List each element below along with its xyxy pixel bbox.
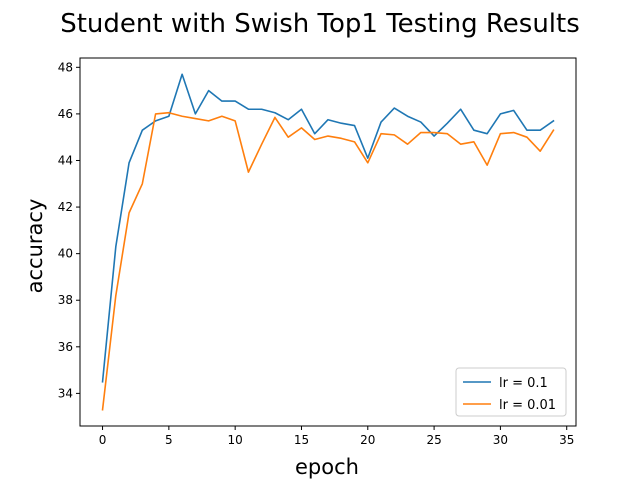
chart-title: Student with Swish Top1 Testing Results xyxy=(60,9,580,39)
legend-label-2: lr = 0.01 xyxy=(499,398,556,413)
y-tick-label-46: 46 xyxy=(58,107,73,121)
x-axis-label: epoch xyxy=(295,455,359,479)
plot-area: 0 5 10 15 20 25 30 35 34 36 38 40 42 44 46 48 lr = 0.1 lr… xyxy=(58,57,577,447)
x-tick-label-30: 30 xyxy=(493,433,508,447)
x-tick-label-0: 0 xyxy=(99,433,107,447)
x-tick-label-20: 20 xyxy=(360,433,375,447)
x-tick-label-35: 35 xyxy=(559,433,574,447)
y-tick-label-48: 48 xyxy=(58,60,73,74)
x-tick-label-5: 5 xyxy=(165,433,173,447)
y-tick-label-34: 34 xyxy=(58,386,73,400)
x-tick-label-10: 10 xyxy=(228,433,243,447)
y-tick-label-36: 36 xyxy=(58,340,73,354)
y-tick-label-40: 40 xyxy=(58,247,73,261)
y-tick-label-38: 38 xyxy=(58,293,73,307)
plot-frame xyxy=(79,57,577,427)
y-tick-label-42: 42 xyxy=(58,200,73,214)
series-line-1 xyxy=(101,73,555,383)
y-axis-label: accuracy xyxy=(23,199,47,294)
legend-label-1: lr = 0.1 xyxy=(499,376,548,391)
series-line-2 xyxy=(101,111,555,411)
y-tick-label-44: 44 xyxy=(58,153,73,167)
x-tick-label-15: 15 xyxy=(294,433,309,447)
x-tick-label-25: 25 xyxy=(426,433,441,447)
